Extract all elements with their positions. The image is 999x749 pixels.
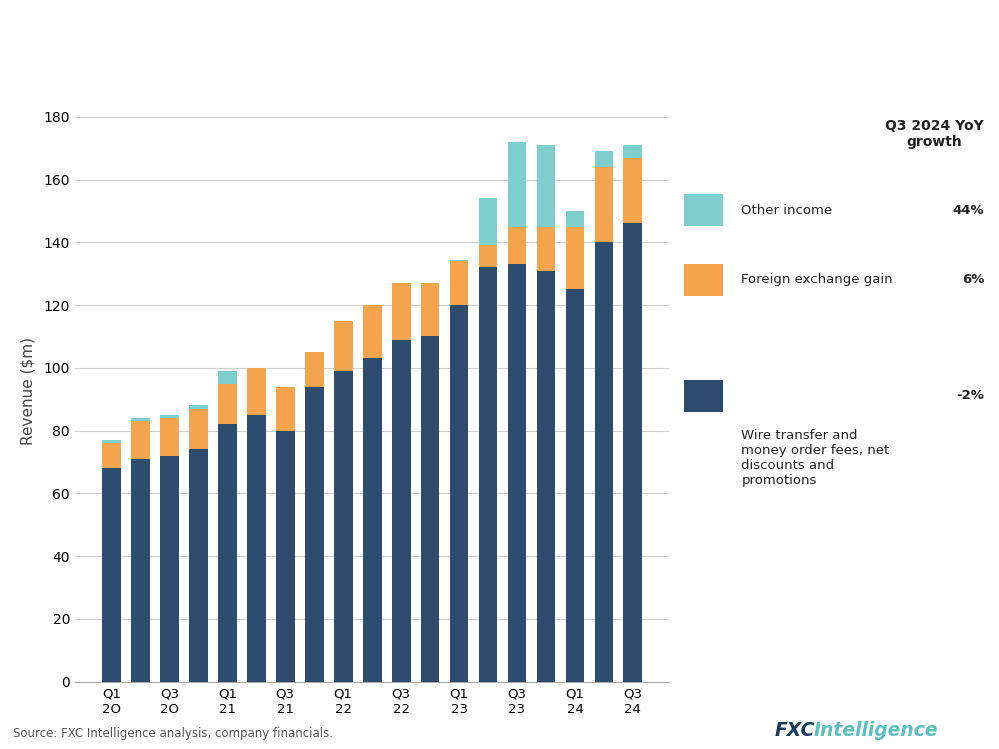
Bar — [594, 167, 613, 243]
Bar — [594, 151, 613, 167]
Text: Wire transfer and
money order fees, net
discounts and
promotions: Wire transfer and money order fees, net … — [741, 429, 889, 487]
Bar — [507, 227, 526, 264]
Bar — [305, 352, 324, 386]
Bar — [421, 283, 440, 336]
Bar — [131, 459, 150, 682]
Bar — [507, 142, 526, 227]
Bar — [102, 468, 121, 682]
Bar — [363, 305, 382, 359]
Bar — [363, 359, 382, 682]
Bar — [479, 246, 498, 267]
Bar — [247, 415, 266, 682]
Bar — [479, 198, 498, 246]
FancyBboxPatch shape — [684, 264, 723, 296]
Bar — [102, 440, 121, 443]
Bar — [131, 421, 150, 459]
Bar — [305, 386, 324, 682]
Bar — [189, 405, 208, 409]
Bar — [450, 260, 469, 261]
Bar — [334, 371, 353, 682]
Bar — [189, 409, 208, 449]
Text: Source: FXC Intelligence analysis, company financials.: Source: FXC Intelligence analysis, compa… — [13, 727, 333, 740]
Bar — [334, 321, 353, 371]
Bar — [536, 270, 555, 682]
Bar — [102, 443, 121, 468]
Bar — [507, 264, 526, 682]
Bar — [189, 449, 208, 682]
Text: Foreign exchange gain: Foreign exchange gain — [741, 273, 893, 286]
Bar — [623, 145, 642, 157]
Bar — [160, 415, 179, 418]
Bar — [218, 383, 237, 424]
Bar — [536, 227, 555, 270]
Text: -2%: -2% — [956, 389, 984, 402]
Bar — [421, 336, 440, 682]
Text: 44%: 44% — [952, 204, 984, 216]
Bar — [218, 424, 237, 682]
FancyBboxPatch shape — [684, 380, 723, 412]
Bar — [160, 418, 179, 455]
Bar — [623, 157, 642, 223]
Bar — [392, 283, 411, 339]
Bar — [160, 455, 179, 682]
Bar — [392, 339, 411, 682]
Text: Intermex quarterly revenue by income type, 2020-2024: Intermex quarterly revenue by income typ… — [13, 83, 500, 101]
Y-axis label: Revenue ($m): Revenue ($m) — [20, 337, 35, 446]
Bar — [218, 371, 237, 383]
Bar — [594, 243, 613, 682]
Bar — [536, 145, 555, 227]
Text: Other income: Other income — [741, 204, 832, 216]
Text: Transfer fees drive Q3 2024 revenue contraction for Intermex: Transfer fees drive Q3 2024 revenue cont… — [13, 22, 931, 49]
Bar — [565, 227, 584, 289]
Bar — [450, 305, 469, 682]
Bar — [247, 368, 266, 415]
Bar — [276, 431, 295, 682]
FancyBboxPatch shape — [684, 194, 723, 226]
Bar — [450, 261, 469, 305]
Bar — [565, 289, 584, 682]
Bar — [276, 386, 295, 431]
Bar — [565, 211, 584, 227]
Text: Q3 2024 YoY
growth: Q3 2024 YoY growth — [885, 118, 984, 149]
Text: Intelligence: Intelligence — [813, 721, 938, 740]
Bar — [623, 223, 642, 682]
Bar — [131, 418, 150, 421]
Bar — [479, 267, 498, 682]
Text: 6%: 6% — [962, 273, 984, 286]
Text: FXC: FXC — [774, 721, 814, 740]
